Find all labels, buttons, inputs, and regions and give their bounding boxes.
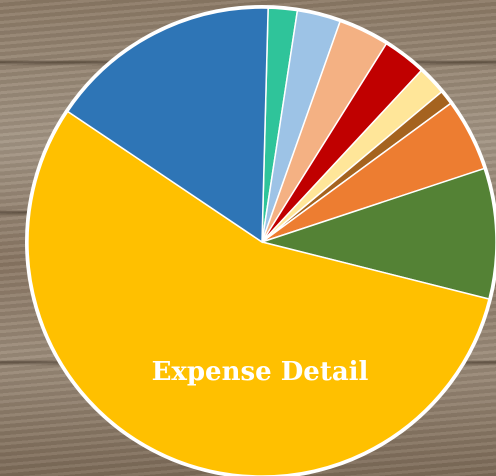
pie-slice xyxy=(66,7,269,244)
pie xyxy=(27,7,496,476)
chart-title: Expense Detail xyxy=(152,357,369,387)
pie-slice xyxy=(27,110,490,476)
